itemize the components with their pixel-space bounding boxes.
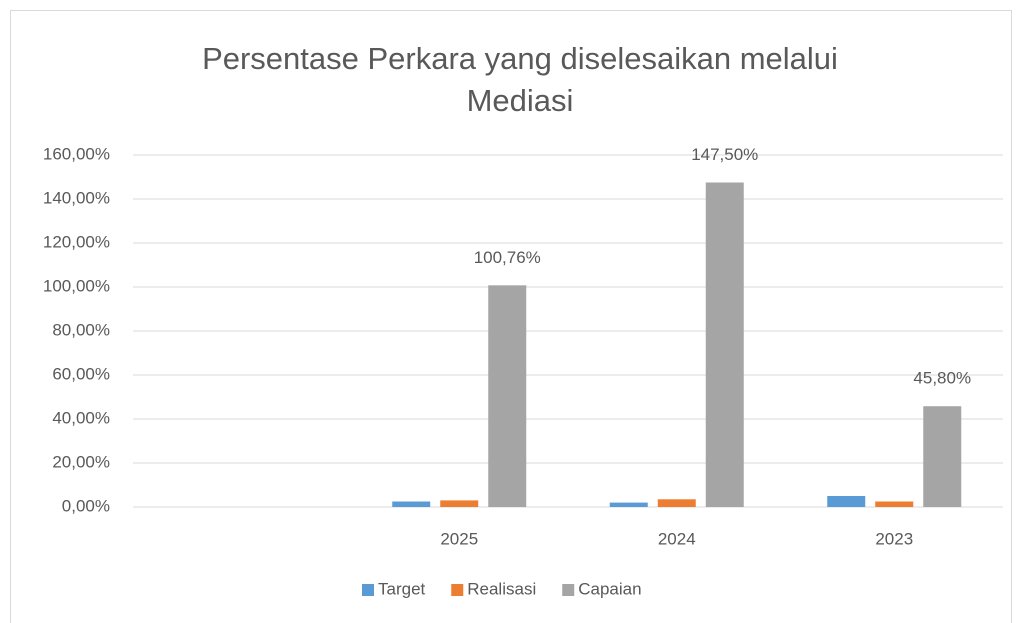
y-tick-label: 140,00% — [43, 188, 110, 207]
legend-swatch — [362, 584, 374, 596]
y-tick-label: 120,00% — [43, 232, 110, 251]
chart-frame — [10, 10, 1012, 623]
legend-label: Target — [378, 579, 426, 598]
data-label: 100,76% — [474, 248, 541, 267]
bar — [392, 501, 431, 507]
bar — [705, 182, 744, 507]
y-tick-label: 100,00% — [43, 276, 110, 295]
data-label: 45,80% — [913, 369, 971, 388]
y-tick-label: 40,00% — [52, 408, 110, 427]
y-tick-label: 80,00% — [52, 320, 110, 339]
legend-swatch — [562, 584, 575, 596]
y-tick-label: 160,00% — [43, 144, 110, 163]
y-tick-label: 60,00% — [52, 364, 110, 383]
bar — [657, 499, 696, 507]
y-tick-label: 20,00% — [52, 452, 110, 471]
y-tick-label: 0,00% — [62, 496, 110, 515]
x-tick-label: 2024 — [658, 529, 696, 548]
bar — [609, 502, 648, 507]
bar — [827, 496, 866, 507]
legend-label: Realisasi — [467, 579, 536, 598]
legend-swatch — [451, 584, 464, 596]
bar — [488, 285, 527, 507]
legend-label: Capaian — [578, 579, 641, 598]
x-tick-label: 2023 — [875, 529, 913, 548]
chart-title: Persentase Perkara yang diselesaikan mel… — [202, 41, 838, 118]
x-tick-label: 2025 — [440, 529, 478, 548]
bar — [923, 406, 962, 507]
bar — [875, 501, 914, 507]
bar — [440, 500, 479, 507]
data-label: 147,50% — [691, 145, 758, 164]
